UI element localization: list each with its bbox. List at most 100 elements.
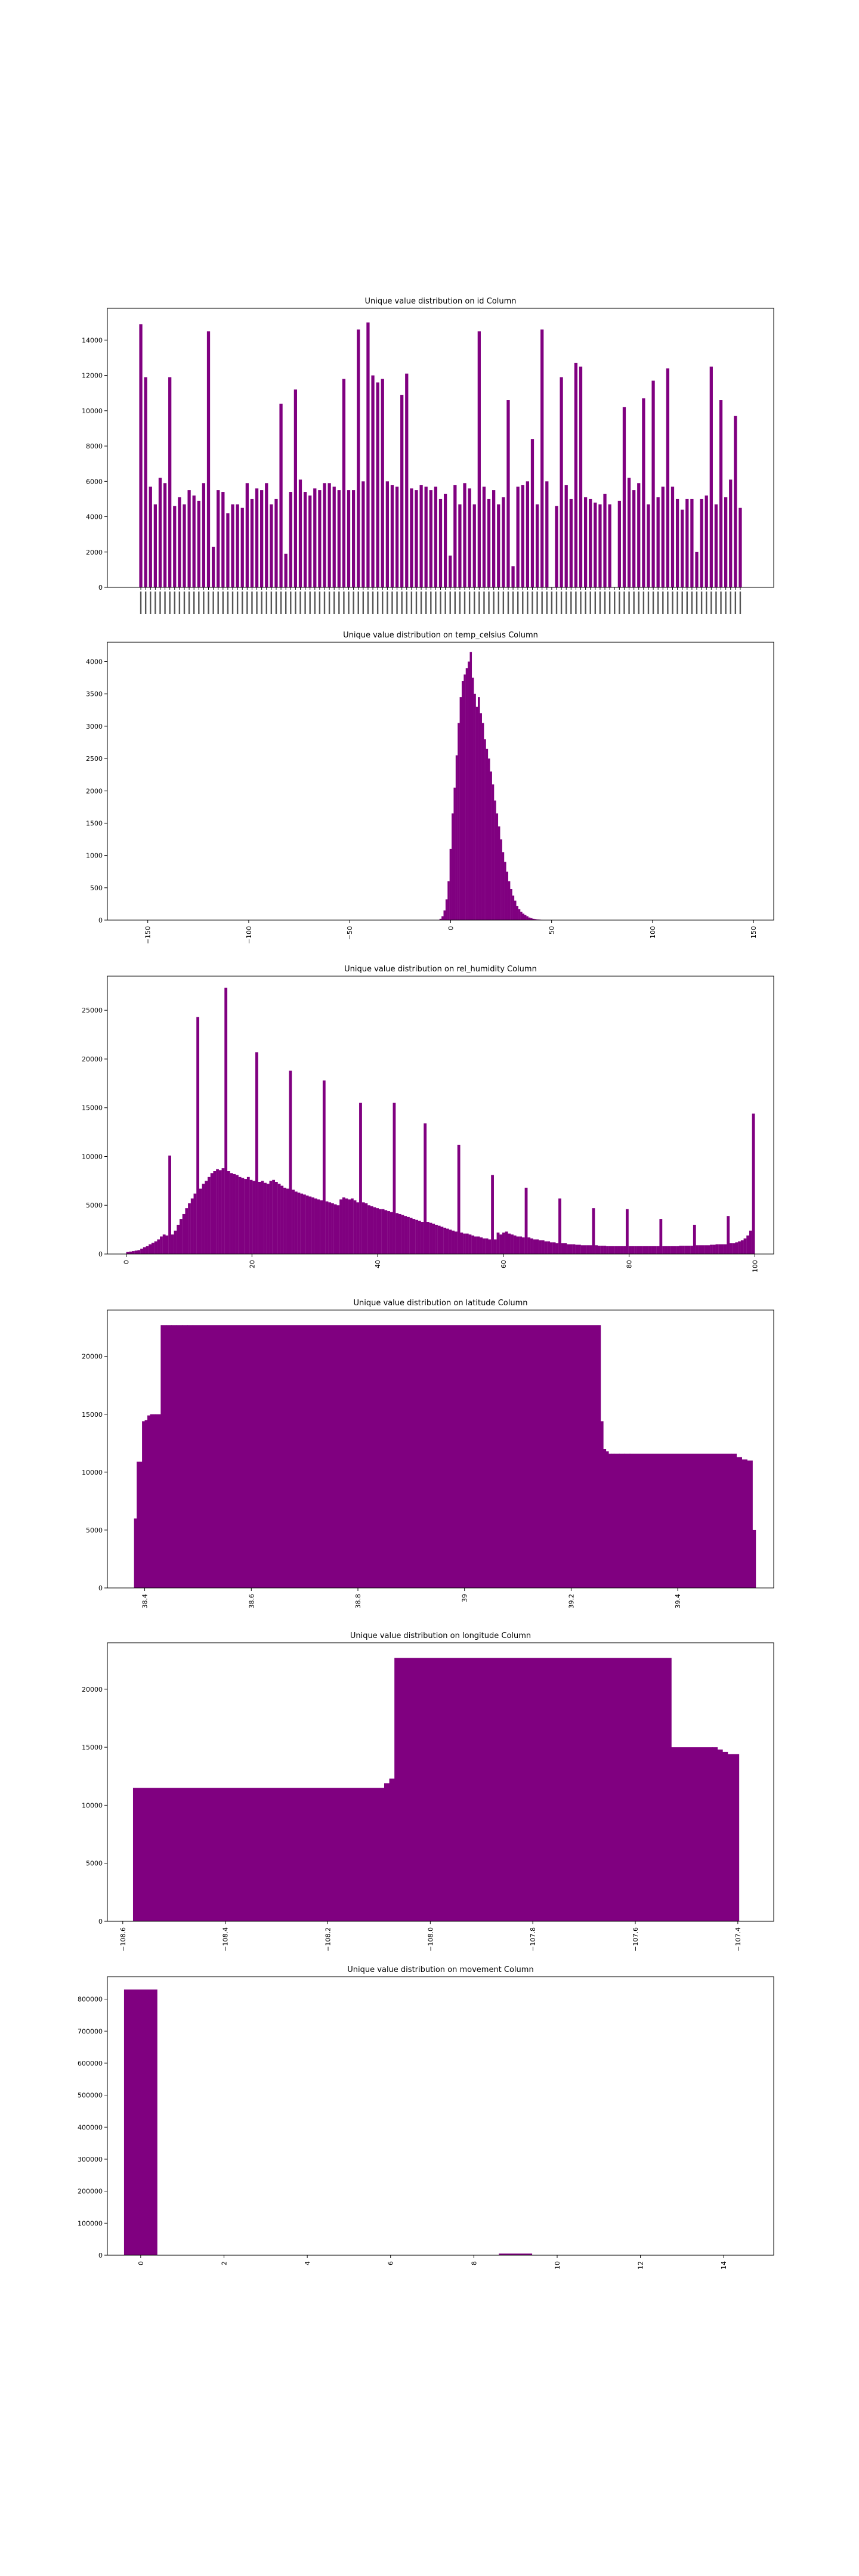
x-tick-label (551, 592, 553, 614)
bar (704, 495, 708, 587)
y-tick-label: 200000 (78, 2188, 103, 2196)
bar (500, 839, 502, 920)
x-tick-label: 10 (554, 2261, 561, 2270)
bar (241, 1178, 245, 1254)
bar (511, 566, 515, 587)
bar (353, 1200, 357, 1254)
bar (208, 1176, 211, 1254)
x-tick-label (730, 592, 731, 614)
bar (217, 490, 220, 587)
bar (561, 1243, 564, 1254)
bar (598, 504, 602, 587)
x-tick-label (304, 592, 306, 614)
x-tick-label (333, 592, 335, 614)
x-tick-label: 40 (374, 1260, 382, 1268)
x-axis: −150 −100 −50 0 50 100 150 (144, 920, 758, 944)
bar (132, 1251, 135, 1254)
bar (298, 479, 302, 587)
x-tick-label: 4 (304, 2261, 311, 2265)
x-tick-label (696, 592, 698, 614)
x-tick-label (323, 592, 326, 614)
bar (193, 1193, 197, 1254)
x-tick-label (203, 592, 205, 614)
y-tick-label: 0 (98, 1250, 103, 1258)
bar (286, 1188, 289, 1254)
x-tick-label (739, 592, 741, 614)
bar (328, 1202, 332, 1254)
bar (429, 490, 432, 587)
bar (492, 784, 495, 920)
bar (270, 504, 273, 587)
x-tick-label (657, 592, 659, 614)
bar (227, 1171, 230, 1254)
x-tick-label (396, 592, 398, 614)
bar (151, 1243, 155, 1254)
x-tick-label (236, 592, 239, 614)
bar (460, 1233, 464, 1254)
bar (379, 1788, 385, 1921)
x-tick-label (372, 592, 374, 614)
bar (182, 1213, 186, 1254)
bar (178, 497, 181, 587)
bar (502, 852, 505, 920)
x-tick-label: −100 (245, 926, 253, 944)
bar (384, 1783, 390, 1921)
bar (393, 1103, 396, 1254)
x-tick-label (415, 592, 418, 614)
y-tick-label: 15000 (82, 1104, 103, 1112)
y-tick-label: 2000 (86, 549, 103, 556)
bar (499, 1234, 503, 1254)
bar (611, 1246, 615, 1254)
bar (371, 375, 375, 587)
bar (510, 888, 512, 920)
y-tick-label: 800000 (78, 1996, 103, 2004)
x-tick-label (174, 592, 175, 614)
bar (485, 1238, 489, 1254)
y-axis: 0 5000 10000 15000 20000 (82, 1686, 107, 1925)
chart-title: Unique value distribution on longitude C… (350, 1631, 531, 1640)
bar (272, 1179, 276, 1254)
y-tick-label: 15000 (82, 1411, 103, 1419)
x-tick-label (353, 592, 354, 614)
y-tick-label: 10000 (82, 1801, 103, 1809)
y-tick-label: 2500 (86, 755, 103, 763)
x-tick-label (672, 592, 673, 614)
bar (492, 490, 496, 587)
bar (426, 1222, 430, 1254)
bar (528, 917, 531, 920)
x-tick-label (309, 592, 311, 614)
bars (139, 322, 742, 587)
bar (690, 499, 694, 587)
bar (714, 504, 718, 587)
bar (424, 487, 428, 587)
bar (221, 492, 225, 587)
bar (322, 1080, 326, 1254)
x-tick-label (566, 592, 567, 614)
bar (541, 1240, 545, 1254)
bar (465, 1233, 469, 1254)
x-tick-label (222, 592, 224, 614)
x-tick-label (594, 592, 597, 614)
x-tick-label (188, 592, 190, 614)
x-tick-label: 38.8 (354, 1594, 362, 1609)
bar (511, 1234, 514, 1254)
y-tick-label: 10000 (82, 1153, 103, 1160)
x-tick-label (498, 592, 499, 614)
bar (289, 1070, 292, 1254)
bar (687, 1246, 691, 1254)
bar (187, 1325, 193, 1588)
x-tick-label: 38.4 (141, 1594, 149, 1609)
bar (613, 1453, 620, 1588)
bar (619, 1453, 625, 1588)
plot-frame (107, 976, 774, 1255)
bar (192, 495, 196, 587)
bar (245, 483, 249, 587)
x-tick-label (604, 592, 606, 614)
bar (572, 1244, 576, 1254)
x-tick-label (387, 592, 388, 614)
bar (634, 1246, 637, 1254)
bar (540, 329, 544, 587)
bar (471, 677, 474, 920)
bar (594, 502, 597, 587)
bar (376, 382, 379, 587)
